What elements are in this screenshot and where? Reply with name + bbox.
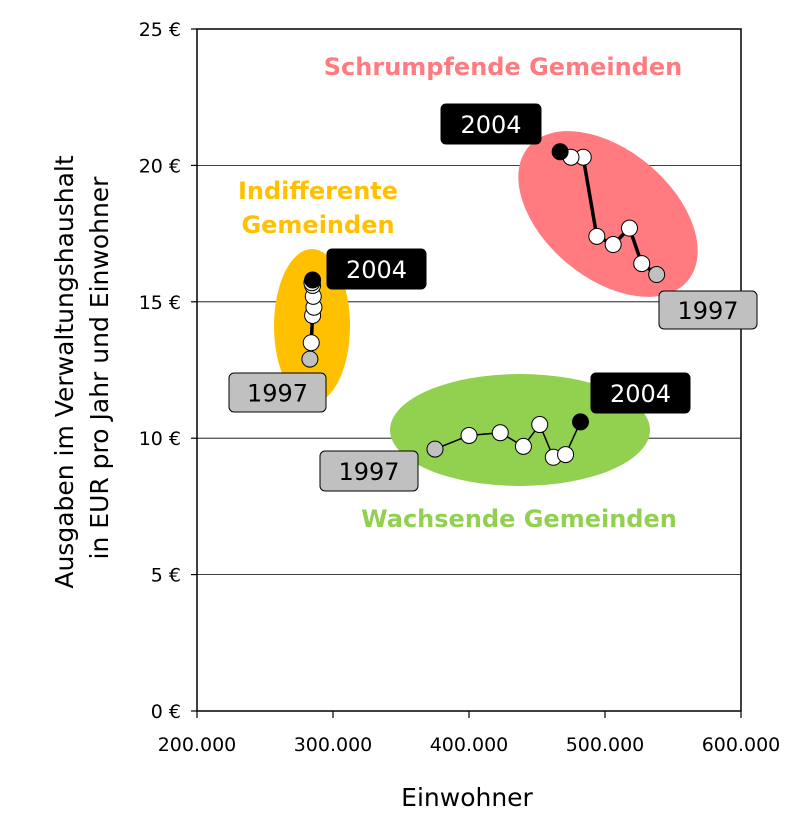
y-tick-label: 15 € [139,292,181,314]
group-ellipse-schrumpfend [518,131,698,297]
year-label-end-wachsend: 2004 [610,380,671,408]
x-tick-label: 600.000 [702,734,781,756]
year-label-start-schrumpfend: 1997 [677,297,738,325]
y-tick-label: 0 € [151,701,181,723]
y-axis-title: Ausgaben im Verwaltungshaushalt in EUR p… [50,147,114,588]
y-axis-ticks: 0 € 5 € 10 € 15 € 20 € 25 € [139,19,197,723]
x-tick-label: 500.000 [566,734,645,756]
y-tick-label: 5 € [151,565,181,587]
y-tick-label: 25 € [139,19,181,41]
year-labels: 1997 2004 1997 2004 1997 2004 [228,103,758,492]
data-point-schrumpfend [633,255,651,273]
data-point-wachsend [557,446,575,464]
data-point-wachsend [426,440,444,458]
data-point-indifferent [301,350,319,368]
data-point-schrumpfend [551,143,569,161]
x-tick-label: 300.000 [294,734,373,756]
y-axis-title-line-1: Ausgaben im Verwaltungshaushalt [50,155,79,589]
x-axis-title: Einwohner [401,783,533,812]
data-point-schrumpfend [620,219,638,237]
data-point-schrumpfend [648,266,666,284]
year-label-box-end-wachsend [590,372,691,414]
x-tick-label: 400.000 [430,734,509,756]
x-tick-label: 200.000 [158,734,237,756]
series-points [301,143,666,466]
data-point-indifferent [302,334,320,352]
year-label-end-schrumpfend: 2004 [460,111,521,139]
data-point-indifferent [304,271,322,289]
data-point-wachsend [531,416,549,434]
year-label-box-start-indifferent [228,372,327,413]
data-point-wachsend [572,413,590,431]
year-label-box-end-schrumpfend [440,103,542,145]
data-point-wachsend [491,424,509,442]
data-point-schrumpfend [588,227,606,245]
x-axis-ticks: 200.000 300.000 400.000 500.000 600.000 [158,711,781,756]
year-label-start-wachsend: 1997 [338,458,399,486]
group-label-indifferent: Gemeinden [241,211,394,239]
y-tick-label: 20 € [139,155,181,177]
year-label-box-start-wachsend [319,450,419,492]
group-labels: Schrumpfende Gemeinden Indifferente Gemein… [238,53,682,533]
data-point-schrumpfend [604,236,622,254]
y-tick-label: 10 € [139,428,181,450]
year-label-end-indifferent: 2004 [346,256,407,284]
y-axis-title-line-2: in EUR pro Jahr und Einwohner [85,176,114,560]
year-label-box-end-indifferent [326,248,427,290]
year-label-box-start-schrumpfend [658,290,758,330]
group-ellipse-wachsend [390,374,650,486]
data-point-wachsend [514,437,532,455]
group-ellipses [274,131,698,486]
data-point-wachsend [460,426,478,444]
group-label-indifferent: Indifferente [238,177,398,205]
group-label-schrumpfend: Schrumpfende Gemeinden [324,53,682,81]
year-label-start-indifferent: 1997 [247,380,308,408]
group-label-wachsend: Wachsende Gemeinden [361,505,677,533]
